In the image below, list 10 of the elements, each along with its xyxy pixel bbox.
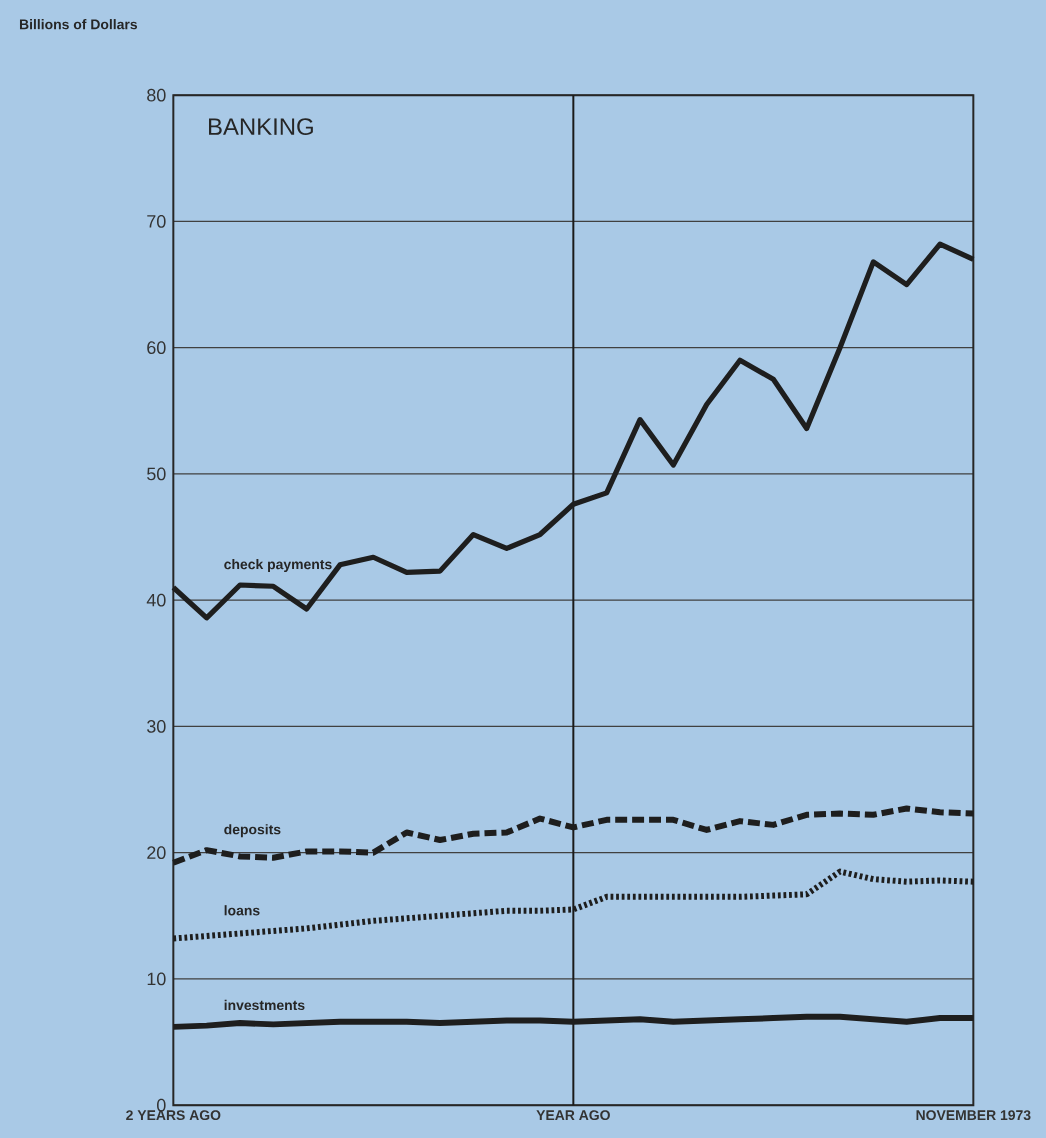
y-tick-label: 30 (147, 720, 166, 733)
text: BANKING (209, 118, 313, 136)
y-tick-label: 50 (147, 467, 166, 481)
y-tick-label: 70 (147, 215, 166, 228)
y-tick-label: 60 (147, 341, 166, 355)
y-tick-label: 40 (146, 593, 166, 607)
y-tick-label: 0 (157, 1098, 166, 1112)
y-tick-label: 20 (147, 846, 166, 860)
y-tick-label: 10 (147, 972, 166, 986)
y-tick-label: 80 (147, 88, 166, 102)
